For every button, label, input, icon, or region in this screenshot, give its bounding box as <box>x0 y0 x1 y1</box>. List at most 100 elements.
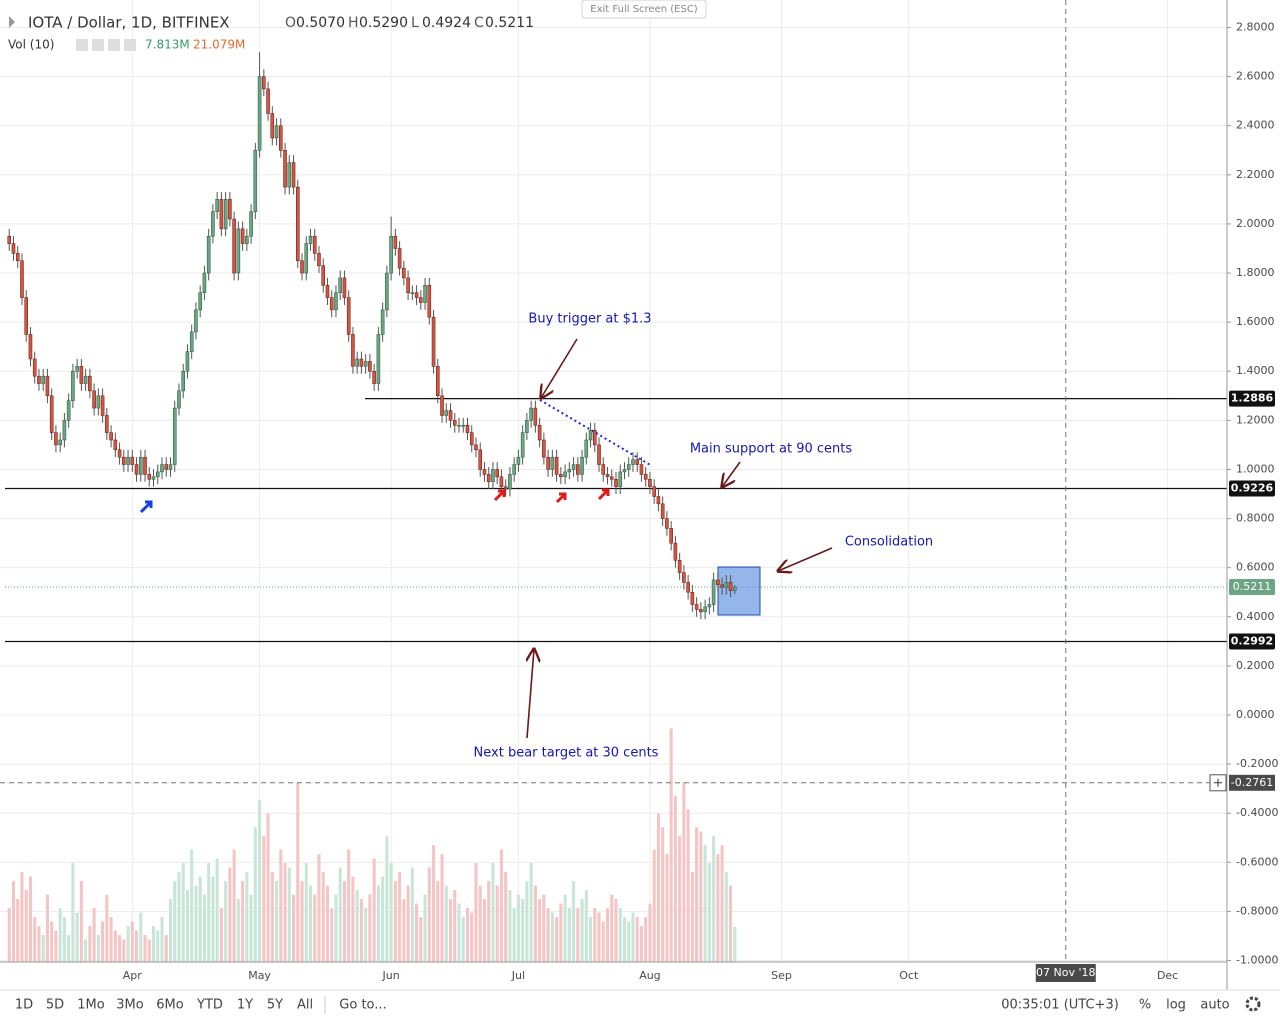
candle-body <box>215 199 219 212</box>
volume-bar <box>202 894 206 962</box>
candle-body <box>249 211 253 237</box>
crosshair-add-icon[interactable] <box>1214 778 1222 787</box>
candle-body <box>346 297 351 335</box>
candle-body <box>58 439 62 446</box>
candle-body <box>262 76 266 90</box>
volume-bar <box>245 872 249 962</box>
volume-bar <box>406 885 410 962</box>
candle-body <box>206 235 211 274</box>
volume-bar <box>241 881 245 962</box>
volume-bar <box>656 813 660 962</box>
candle-body <box>117 449 122 458</box>
range-button[interactable]: YTD <box>196 998 223 1013</box>
volume-bar <box>7 908 11 962</box>
candle-body <box>270 113 275 139</box>
candle-body <box>508 474 512 490</box>
collapse-icon[interactable] <box>9 16 15 28</box>
range-button[interactable]: 1Y <box>237 998 253 1013</box>
goto[interactable]: Go to... <box>339 998 386 1013</box>
candle-body <box>363 361 368 367</box>
volume-bar <box>376 885 380 962</box>
candle-body <box>660 503 665 519</box>
candle-body <box>109 432 113 441</box>
candle-body <box>164 464 169 470</box>
range-button[interactable]: 1Mo <box>77 998 104 1013</box>
x-tick-label: Aug <box>639 969 660 982</box>
candle-body <box>656 496 661 505</box>
volume-bar <box>635 917 639 962</box>
exit-fullscreen-label[interactable]: Exit Full Screen (ESC) <box>590 4 698 15</box>
volume-bar <box>228 867 232 962</box>
candle-body <box>694 604 699 610</box>
volume-bar <box>516 894 520 962</box>
volume-bar <box>521 899 525 962</box>
candle-body <box>520 432 525 458</box>
volume-bar <box>682 782 686 962</box>
candle-body <box>461 425 466 427</box>
exit-fullscreen[interactable] <box>581 0 707 19</box>
candle-body <box>372 370 376 384</box>
candle-body <box>699 609 703 613</box>
range-button[interactable]: 5Y <box>267 998 283 1013</box>
volume-bar <box>465 908 470 962</box>
range-button[interactable]: 3Mo <box>116 998 143 1013</box>
volume-bar <box>236 899 240 962</box>
candle-body <box>652 486 656 497</box>
price-label-box <box>1229 480 1275 497</box>
log-toggle[interactable]: log <box>1166 998 1186 1013</box>
candle-body <box>368 361 372 372</box>
volume-bar <box>491 863 495 962</box>
volume-bar <box>525 881 529 962</box>
candle-body <box>329 297 334 311</box>
volume-bar <box>143 935 147 962</box>
volume-icons[interactable] <box>76 39 136 51</box>
volume-bar <box>198 876 202 962</box>
candle-body <box>690 591 695 605</box>
y-tick-label: -0.2000 <box>1236 757 1278 770</box>
volume-bar <box>546 908 550 962</box>
range-button[interactable]: 1D <box>15 998 33 1013</box>
candle-body <box>631 459 635 465</box>
volume-bar <box>262 836 266 962</box>
volume-bar <box>410 867 414 962</box>
candle-body <box>648 479 652 487</box>
candle-body <box>155 471 160 478</box>
volume-bar <box>665 854 669 962</box>
volume-bar <box>508 890 512 962</box>
candle-body <box>325 285 330 298</box>
candle-body <box>448 410 453 421</box>
candle-body <box>49 395 54 433</box>
volume-bar <box>164 935 168 962</box>
percent-toggle[interactable]: % <box>1139 998 1151 1013</box>
candle-body <box>295 186 300 262</box>
volume-bar <box>71 863 75 962</box>
symbol: IOTA / Dollar, 1D, BITFINEX <box>28 14 230 32</box>
candle-body <box>338 277 342 293</box>
candle-body <box>139 456 143 475</box>
toolbar: 1D 5D 1Mo 3Mo 6Mo YTD 1Y 5Y All <box>15 996 326 1014</box>
candle-body <box>423 285 427 303</box>
candle-body <box>605 474 610 478</box>
crosshair-y-box <box>1229 774 1275 791</box>
range-button[interactable]: 5D <box>46 998 64 1013</box>
candle-body <box>402 267 406 279</box>
candle-body <box>266 88 270 114</box>
candle-body <box>503 486 508 490</box>
y-tick-label: 0.6000 <box>1236 561 1275 574</box>
volume-bar <box>211 876 215 962</box>
candle-body <box>130 456 135 465</box>
volume-bar <box>368 894 372 962</box>
range-button[interactable]: All <box>297 998 313 1013</box>
auto-toggle[interactable]: auto <box>1200 998 1229 1013</box>
candle-body <box>431 316 436 367</box>
clock[interactable]: 00:35:01 (UTC+3) <box>1001 998 1119 1013</box>
volume-bar <box>50 921 54 962</box>
volume-bar <box>444 885 448 962</box>
settings-icon[interactable] <box>1245 996 1261 1012</box>
candle-body <box>287 162 292 188</box>
candle-body <box>228 199 232 220</box>
volume-bar <box>20 872 24 962</box>
range-button[interactable]: 6Mo <box>156 998 183 1013</box>
